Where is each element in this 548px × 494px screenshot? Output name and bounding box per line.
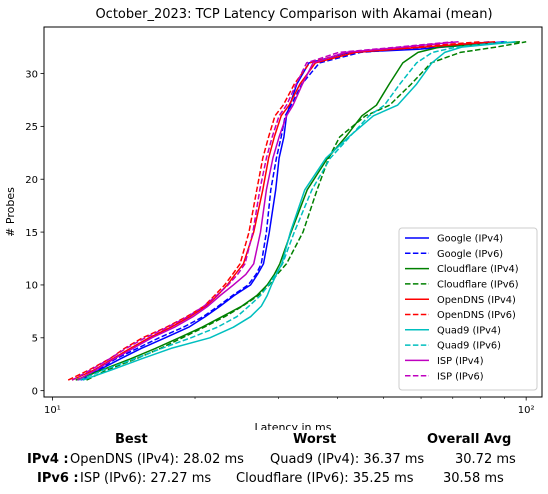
legend-label: ISP (IPv4) [437,356,484,367]
legend-label: Google (IPv4) [437,234,503,245]
y-axis-label: # Probes [4,187,17,237]
series-line-cloudflare-ipv6 [86,41,527,381]
legend-label: Cloudflare (IPv4) [437,264,519,275]
latency-chart: October_2023: TCP Latency Comparison wit… [4,7,543,430]
x-tick-label: 10² [518,405,535,416]
series-line-google-ipv4 [80,41,505,381]
summary-ipv6-worst: Cloudflare (IPv6): 35.25 ms [236,471,414,486]
legend-item-isp-ipv4: ISP (IPv4) [405,356,484,367]
legend-label: Cloudflare (IPv6) [437,280,519,291]
series-line-google-ipv6 [77,41,491,381]
legend-label: OpenDNS (IPv6) [437,310,516,321]
legend-frame [398,227,538,391]
legend-item-google-ipv6: Google (IPv6) [405,249,503,260]
y-tick-label: 0 [32,386,38,397]
summary-header-worst: Worst [293,432,337,447]
series-line-isp-ipv6 [71,41,453,381]
summary-ipv4-worst: Quad9 (IPv4): 36.37 ms [270,452,425,467]
summary-header-avg: Overall Avg [427,432,512,447]
x-tick-label: 10¹ [44,405,61,416]
series-line-quad9-ipv6 [79,41,507,381]
y-tick-label: 15 [25,228,38,239]
legend-label: OpenDNS (IPv4) [437,295,516,306]
x-axis-label: Latency in ms [255,421,332,430]
series-line-opendns-ipv4 [71,41,496,381]
summary-ipv6-avg: 30.58 ms [443,471,504,486]
chart-title: October_2023: TCP Latency Comparison wit… [95,7,492,22]
legend-label: ISP (IPv6) [437,371,484,382]
y-tick-label: 20 [25,175,38,186]
chart-legend: Google (IPv4) Google (IPv6) Cloudflare (IP… [398,227,538,391]
series-line-cloudflare-ipv4 [75,41,520,381]
y-tick-label: 30 [25,69,38,80]
y-tick-label: 10 [25,281,38,292]
legend-items: Google (IPv4) Google (IPv6) Cloudflare (IP… [405,234,519,382]
legend-item-quad9-ipv6: Quad9 (IPv6) [405,341,501,352]
legend-item-cloudflare-ipv4: Cloudflare (IPv4) [405,264,519,275]
y-axis: 0 5 10 15 20 25 30 [25,69,44,397]
legend-item-quad9-ipv4: Quad9 (IPv4) [405,325,501,336]
legend-item-opendns-ipv6: OpenDNS (IPv6) [405,310,516,321]
summary-header-best: Best [115,432,148,447]
summary-ipv6-best: ISP (IPv6): 27.27 ms [80,471,212,486]
series-line-opendns-ipv6 [67,41,481,381]
summary-ipv6-label: IPv6 : [37,471,79,486]
y-tick-label: 5 [32,334,38,345]
summary-ipv4-best: OpenDNS (IPv4): 28.02 ms [70,452,244,467]
legend-item-isp-ipv6: ISP (IPv6) [405,371,484,382]
summary-ipv4-label: IPv4 : [27,452,69,467]
y-tick-label: 25 [25,122,38,133]
legend-label: Quad9 (IPv4) [437,325,501,336]
plot-frame [43,26,543,398]
x-axis: 10¹ 10² [44,397,535,416]
legend-item-cloudflare-ipv6: Cloudflare (IPv6) [405,280,519,291]
series-layer [67,41,527,381]
series-line-isp-ipv4 [77,41,459,381]
summary-ipv4-avg: 30.72 ms [455,452,516,467]
legend-label: Google (IPv6) [437,249,503,260]
legend-item-opendns-ipv4: OpenDNS (IPv4) [405,295,516,306]
legend-label: Quad9 (IPv6) [437,341,501,352]
legend-item-google-ipv4: Google (IPv4) [405,234,503,245]
